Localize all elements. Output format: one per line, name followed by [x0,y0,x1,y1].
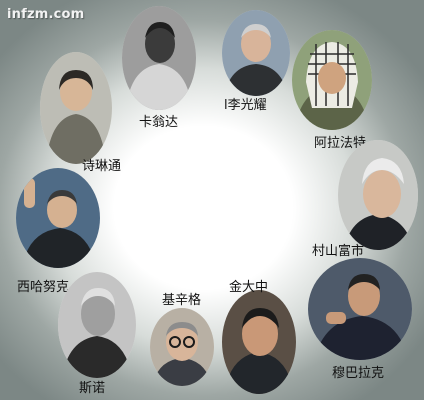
leader-name-sirindhorn: 诗琳通 [82,159,122,174]
portrait-photo-arafat [292,30,372,130]
leader-name-arafat: 阿拉法特 [314,136,367,151]
portrait-photo-kaunda [122,6,196,110]
portrait-photo-kim [222,290,296,394]
watermark: infzm.com [7,7,85,22]
leader-name-sihanouk: 西哈努克 [17,280,70,295]
portrait-photo-sirindhorn [40,52,112,164]
leader-name-kaunda: 卡翁达 [139,115,179,130]
leader-name-kim: 金大中 [229,280,269,295]
portrait-photo-kissinger [150,308,214,386]
portrait-photo-lee [222,10,290,96]
portrait-photo-snow [58,272,136,378]
portrait-photo-sihanouk [16,168,100,268]
portrait-photo-murayama [338,140,418,250]
portrait-photo-mubarak [308,258,412,360]
leader-name-kissinger: 基辛格 [162,293,202,308]
leader-name-snow: 斯诺 [79,381,106,396]
leader-name-mubarak: 穆巴拉克 [332,366,385,381]
leader-name-lee: l李光耀 [224,98,267,113]
leader-name-murayama: 村山富市 [312,244,365,259]
